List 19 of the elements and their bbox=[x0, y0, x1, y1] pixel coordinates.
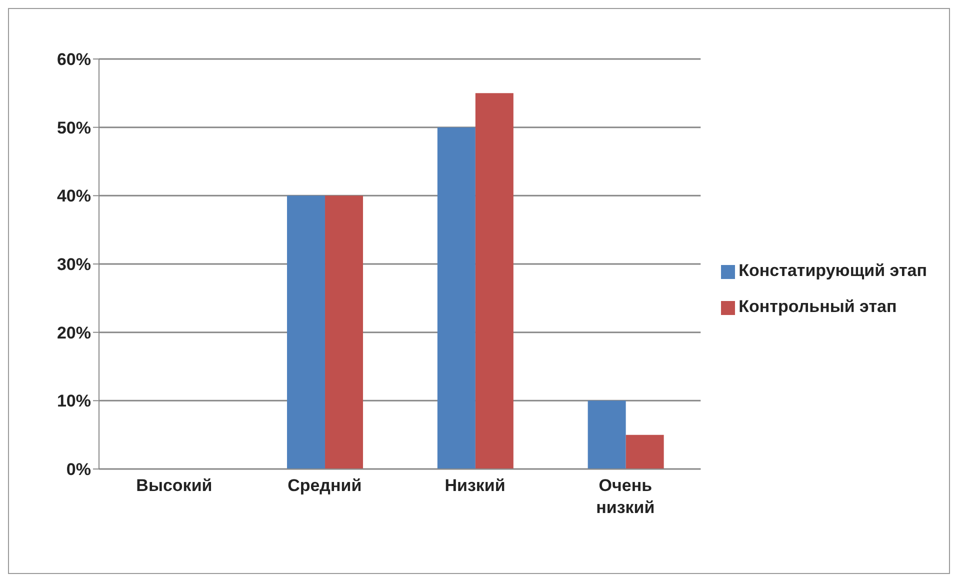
y-tick-label: 40% bbox=[56, 186, 91, 206]
bar bbox=[287, 196, 326, 469]
bar bbox=[588, 400, 626, 469]
y-tick-label: 10% bbox=[56, 392, 91, 411]
x-tick-label: Средний bbox=[288, 476, 362, 495]
y-tick-label: 0% bbox=[66, 460, 91, 480]
y-tick-label: 50% bbox=[56, 118, 91, 138]
y-tick-label: 30% bbox=[56, 255, 91, 274]
bar bbox=[475, 93, 514, 469]
x-tick-label: Низкий bbox=[444, 476, 506, 495]
y-tick-label: 60% bbox=[56, 50, 91, 70]
legend-label: Констатирующий этап bbox=[738, 261, 927, 280]
y-tick-label: 20% bbox=[56, 323, 91, 342]
bar bbox=[325, 196, 364, 469]
bar bbox=[437, 127, 476, 469]
x-tick-label: Очень низкий bbox=[596, 476, 655, 517]
bar bbox=[626, 434, 664, 469]
x-tick-label: Высокий bbox=[136, 476, 212, 495]
legend-label: Контрольный этап bbox=[738, 297, 897, 316]
